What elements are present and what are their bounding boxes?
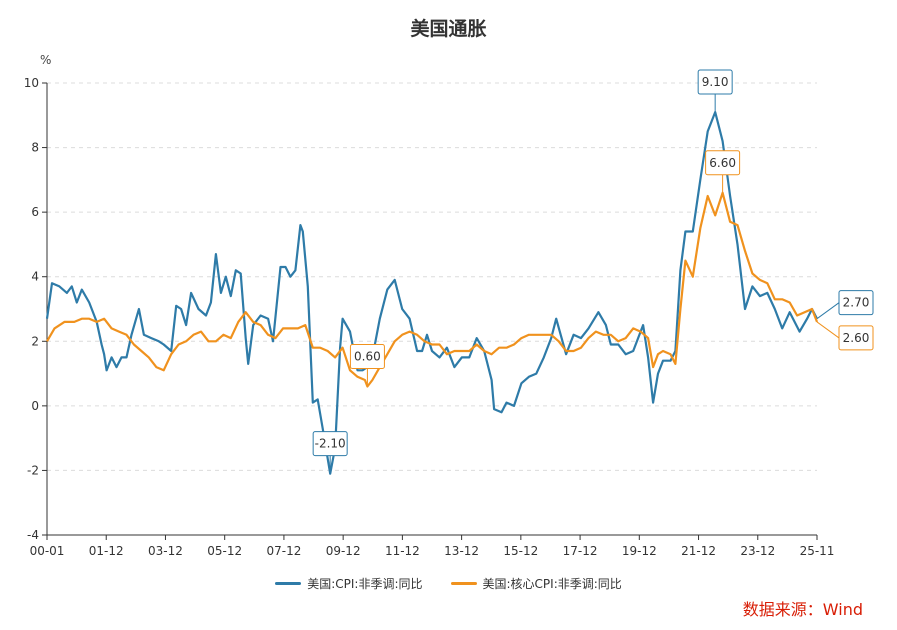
annotation-label: 9.10 [702, 75, 729, 89]
series-line-cpi [45, 111, 818, 475]
y-axis-unit: % [40, 53, 52, 67]
annotation-label: 0.60 [354, 349, 381, 363]
x-tick-label: 21-12 [681, 544, 716, 558]
annotation-box [838, 325, 874, 351]
legend-swatch-core-cpi [450, 582, 477, 585]
y-tick-label: 0 [31, 399, 39, 413]
legend-label-core-cpi: 美国:核心CPI:非季调:同比 [482, 577, 622, 591]
axis-layer: 10 8 6 4 2 0 -2 -4 00-01 01-12 03-12 05-12 07-12 09-1… [24, 76, 835, 558]
y-tick-label: 8 [31, 141, 39, 155]
y-tick-label: -2 [27, 463, 39, 477]
annotation-label: 6.60 [709, 156, 736, 170]
x-tick-label: 01-12 [89, 544, 124, 558]
grid-layer [47, 82, 817, 536]
legend-item-core-cpi[interactable]: 美国:核心CPI:非季调:同比 [450, 575, 622, 592]
x-tick-label: 11-12 [385, 544, 420, 558]
y-tick-label: 2 [31, 334, 39, 348]
annotation-leader [816, 302, 840, 320]
legend-item-cpi[interactable]: 美国:CPI:非季调:同比 [275, 575, 423, 592]
annotation-box [838, 290, 874, 316]
legend: 美国:CPI:非季调:同比 美国:核心CPI:非季调:同比 [0, 575, 897, 592]
y-tick-label: 4 [31, 270, 39, 284]
x-tick-label: 15-12 [503, 544, 538, 558]
data-source: 数据来源：Wind [742, 600, 863, 619]
y-tick-label: 10 [24, 76, 39, 90]
annotation-leader [816, 321, 840, 339]
annotation-box [349, 343, 385, 369]
x-tick-label: 17-12 [563, 544, 598, 558]
annotation-box [697, 69, 733, 95]
annotation-box [312, 431, 348, 457]
x-tick-label: 05-12 [207, 544, 242, 558]
legend-label-cpi: 美国:CPI:非季调:同比 [307, 577, 423, 591]
x-tick-label: 09-12 [326, 544, 361, 558]
annotation-label: -2.10 [315, 437, 346, 451]
x-tick-label: 03-12 [148, 544, 183, 558]
x-tick-label: 23-12 [740, 544, 775, 558]
annotation-label: 2.70 [843, 296, 870, 310]
x-tick-label: 00-01 [30, 544, 65, 558]
x-tick-label: 19-12 [622, 544, 657, 558]
x-tick-label: 07-12 [266, 544, 301, 558]
x-tick-label: 25-11 [800, 544, 835, 558]
chart-title: 美国通胀 [410, 18, 487, 40]
series-line-core-cpi [46, 191, 819, 388]
y-tick-label: 6 [31, 205, 39, 219]
annotation-layer: 9.10 6.60 -2.10 0.60 2.70 2.60 [312, 69, 874, 474]
y-tick-label: -4 [27, 528, 39, 542]
series-layer [45, 111, 819, 475]
annotation-box [705, 150, 741, 176]
legend-swatch-cpi [275, 582, 302, 585]
x-tick-label: 13-12 [444, 544, 479, 558]
annotation-label: 2.60 [843, 331, 870, 345]
